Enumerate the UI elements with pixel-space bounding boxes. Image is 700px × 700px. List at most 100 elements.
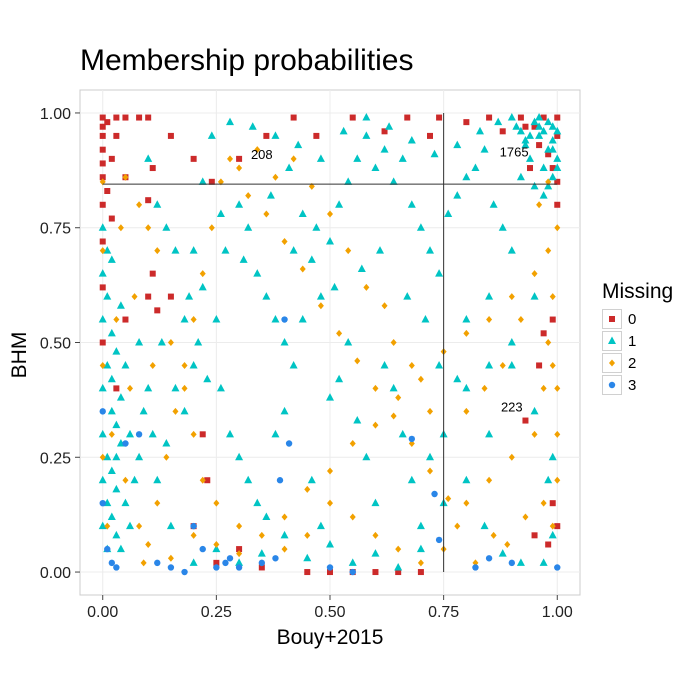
point-missing-0 [545,151,552,158]
point-missing-1 [535,113,544,121]
point-missing-3 [199,545,206,553]
point-missing-0 [149,270,156,277]
point-missing-2 [417,559,424,567]
point-missing-2 [113,316,120,324]
point-missing-1 [98,475,107,484]
point-missing-1 [280,406,289,415]
point-missing-1 [507,360,516,369]
point-missing-1 [507,246,516,254]
point-missing-2 [213,541,220,548]
point-missing-1 [157,338,166,346]
point-missing-0 [122,316,129,323]
point-missing-1 [153,200,162,208]
point-missing-0 [236,155,243,162]
point-missing-3 [99,499,106,507]
point-missing-0 [167,132,174,139]
point-missing-0 [208,178,215,185]
point-missing-3 [435,536,443,544]
point-missing-2 [490,531,497,539]
point-missing-1 [180,406,189,415]
point-missing-2 [417,375,424,383]
point-missing-0 [113,114,120,121]
point-missing-0 [486,114,493,121]
point-missing-2 [208,224,215,232]
point-missing-0 [540,114,547,121]
point-missing-1 [362,113,371,121]
point-missing-1 [221,246,230,254]
point-missing-0 [327,569,333,576]
point-missing-3 [113,564,120,571]
point-missing-2 [372,384,379,392]
point-missing-1 [530,117,539,126]
point-missing-0 [113,385,120,392]
point-missing-2 [395,545,402,553]
y-axis-label: BHM [8,331,31,379]
point-missing-2 [263,210,270,218]
point-missing-1 [553,163,562,172]
point-missing-2 [522,513,529,521]
legend-label: 2 [628,354,637,372]
legend-item-0: 0 [602,308,673,330]
annotation-208: 208 [251,147,273,162]
point-missing-1 [98,429,107,438]
point-missing-2 [445,495,452,503]
point-missing-1 [521,140,530,149]
point-missing-0 [149,165,156,172]
legend-marker-triangle-icon [608,336,616,344]
point-missing-1 [116,393,125,401]
point-missing-1 [480,521,489,530]
point-missing-1 [398,429,407,438]
point-missing-2 [217,178,224,186]
point-missing-2 [554,384,561,392]
point-missing-0 [417,569,424,576]
point-missing-0 [167,293,174,300]
point-missing-0 [554,201,561,208]
point-missing-1 [553,154,562,162]
point-missing-2 [372,421,379,429]
legend-label: 0 [628,310,637,328]
point-missing-1 [512,122,521,130]
point-missing-1 [426,452,434,461]
point-missing-2 [540,384,547,392]
point-missing-2 [122,173,129,181]
point-missing-1 [112,420,121,429]
point-missing-0 [349,114,356,121]
point-missing-2 [363,283,370,291]
legend: Missing 0 1 2 3 [602,280,673,396]
point-missing-1 [521,136,530,144]
point-missing-1 [539,126,548,135]
point-missing-2 [327,210,333,218]
point-missing-1 [216,209,225,217]
point-missing-2 [554,476,561,484]
point-missing-0 [517,114,524,121]
point-missing-1 [203,374,212,383]
point-missing-2 [372,531,379,539]
point-missing-2 [281,545,288,553]
point-missing-1 [348,558,357,566]
point-missing-1 [416,223,425,231]
point-missing-1 [316,154,325,162]
point-missing-2 [317,302,324,310]
point-missing-3 [226,555,234,562]
point-missing-1 [248,122,257,130]
point-missing-3 [213,564,220,571]
point-missing-1 [112,484,121,493]
point-missing-1 [526,154,534,162]
point-missing-0 [436,114,443,121]
point-missing-0 [99,123,106,130]
point-missing-1 [126,521,134,530]
legend-key-square-icon [602,309,622,329]
point-missing-1 [385,122,394,130]
point-missing-2 [486,476,493,484]
point-missing-3 [349,568,356,576]
chart-title: Membership probabilities [80,44,414,77]
point-missing-1 [516,172,525,181]
point-missing-2 [531,270,538,278]
point-missing-2 [281,513,288,521]
point-missing-1 [298,315,307,323]
legend-marker-diamond-icon [609,359,615,367]
point-missing-2 [327,499,333,507]
point-missing-2 [254,146,261,154]
point-missing-1 [262,512,271,520]
point-missing-1 [162,439,171,447]
